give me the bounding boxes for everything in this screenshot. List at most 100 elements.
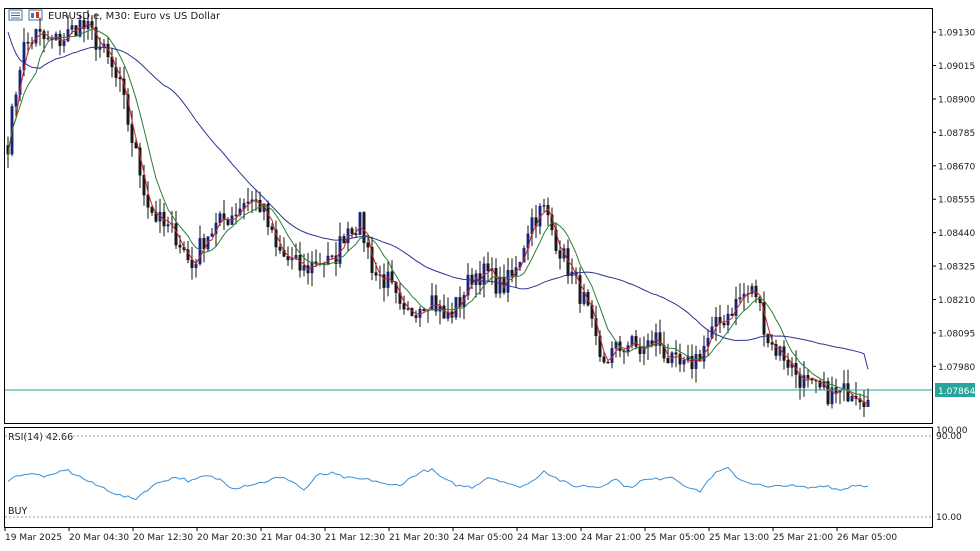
- candle-bear: [558, 250, 562, 259]
- candle-bull: [438, 305, 442, 312]
- candle-bull: [14, 94, 18, 107]
- ma-fast-line: [7, 22, 869, 404]
- candle-bear: [770, 342, 774, 345]
- price-tick-label: 1.09015: [938, 62, 975, 72]
- candle-bull: [218, 213, 222, 224]
- candle-bear: [666, 357, 670, 364]
- candle-bull: [166, 224, 170, 227]
- candle-bear: [370, 247, 374, 273]
- candle-bull: [206, 236, 210, 250]
- candle-bull: [66, 29, 70, 42]
- time-tick-label: 25 Mar 13:00: [709, 533, 769, 543]
- candle-bear: [42, 31, 46, 40]
- candle-bear: [606, 361, 610, 364]
- rsi-group: [7, 466, 869, 501]
- candle-bull: [642, 347, 646, 354]
- current-price-label: 1.07864: [938, 387, 975, 397]
- main-plot-frame: [4, 8, 933, 424]
- moving-averages-group: [7, 22, 869, 404]
- price-tick-label: 1.08670: [938, 162, 975, 172]
- candle-bear: [678, 353, 682, 365]
- rsi-level-label-90: 90.00: [936, 432, 962, 442]
- candle-bear: [38, 29, 42, 32]
- rsi-line: [7, 466, 869, 501]
- candle-bear: [774, 344, 778, 356]
- time-axis: 19 Mar 2025 20 Mar 04:30 20 Mar 12:30 20 Ma…: [4, 527, 897, 543]
- candle-bear: [178, 244, 182, 248]
- candle-bear: [434, 295, 438, 312]
- candle-bear: [722, 322, 726, 326]
- candle-bear: [94, 27, 98, 50]
- price-tick-label: 1.08210: [938, 296, 975, 306]
- candle-bull: [330, 255, 334, 257]
- candle-bear: [278, 246, 282, 251]
- candle-bear: [414, 315, 418, 318]
- time-tick-label: 21 Mar 20:30: [389, 533, 449, 543]
- candle-bear: [258, 200, 262, 212]
- candle-bull: [454, 297, 458, 318]
- time-tick-label: 24 Mar 21:00: [581, 533, 641, 543]
- price-axis: 1.09130 1.09015 1.08900 1.08785 1.08670 1.085…: [932, 29, 975, 373]
- candle-bear: [90, 21, 94, 28]
- candle-bear: [634, 336, 638, 347]
- candle-bull: [682, 360, 686, 365]
- candle-bear: [578, 275, 582, 304]
- ma-mid-line: [7, 28, 869, 398]
- candle-bull: [866, 399, 870, 407]
- time-tick-label: 20 Mar 04:30: [69, 533, 129, 543]
- time-tick-label: 24 Mar 13:00: [517, 533, 577, 543]
- candle-bear: [486, 263, 490, 272]
- candle-bull: [326, 255, 330, 264]
- candle-bull: [694, 354, 698, 369]
- candle-bear: [826, 381, 830, 405]
- rsi-level-label-10: 10.00: [936, 513, 962, 523]
- candle-bear: [366, 242, 370, 248]
- candle-bear: [150, 207, 154, 213]
- candle-bull: [582, 292, 586, 304]
- candle-bear: [390, 271, 394, 283]
- candle-bear: [118, 77, 122, 80]
- candle-bull: [62, 40, 66, 46]
- candle-bull: [210, 233, 214, 237]
- candle-bull: [726, 313, 730, 326]
- candle-bull: [542, 205, 546, 207]
- candle-bull: [34, 29, 38, 44]
- candle-bull: [46, 37, 50, 40]
- ma-slow-line: [7, 31, 869, 370]
- candle-bull: [750, 285, 754, 294]
- candles-group: [6, 10, 870, 418]
- price-tick-label: 1.07980: [938, 363, 975, 373]
- candle-bull: [714, 317, 718, 327]
- candle-bull: [830, 387, 834, 405]
- candle-bear: [422, 309, 426, 311]
- price-tick-label: 1.08785: [938, 129, 975, 139]
- price-tick-label: 1.09130: [938, 29, 975, 39]
- rsi-plot-frame: [4, 427, 933, 528]
- candle-bear: [174, 223, 178, 246]
- candle-bull: [302, 265, 306, 271]
- price-tick-label: 1.08900: [938, 95, 975, 105]
- candle-bull: [358, 212, 362, 235]
- candle-bear: [270, 226, 274, 230]
- candle-bear: [274, 229, 278, 248]
- chart-title: EURUSD.e, M30: Euro vs US Dollar: [48, 11, 221, 22]
- candle-bull: [738, 297, 742, 300]
- candle-bear: [806, 375, 810, 379]
- candle-bear: [286, 256, 290, 261]
- candle-bear: [26, 42, 30, 44]
- chart-menu-icon[interactable]: [8, 9, 23, 21]
- candle-bull: [734, 298, 738, 316]
- time-tick-label: 24 Mar 05:00: [453, 533, 513, 543]
- chart-mode-icon[interactable]: [28, 9, 43, 21]
- time-tick-label: 19 Mar 2025: [5, 533, 62, 543]
- candle-bear: [146, 194, 150, 208]
- candle-bear: [130, 124, 134, 143]
- candle-bear: [354, 233, 358, 235]
- candle-bear: [374, 272, 378, 276]
- candle-bear: [126, 94, 130, 125]
- time-tick-label: 20 Mar 20:30: [197, 533, 257, 543]
- current-price-tag: [935, 383, 975, 397]
- price-tick-label: 1.08325: [938, 263, 975, 273]
